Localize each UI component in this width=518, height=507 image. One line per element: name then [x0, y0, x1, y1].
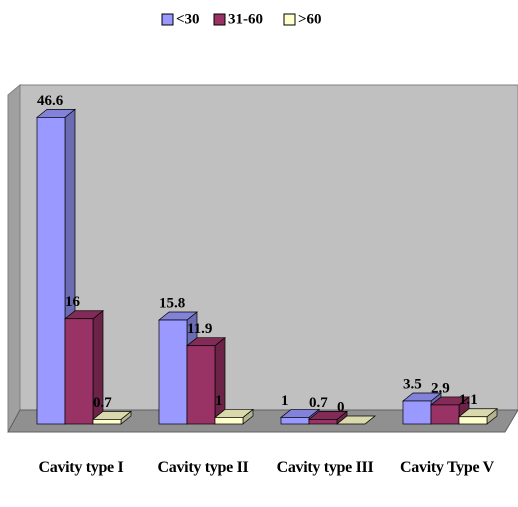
- bar-front: [92, 419, 122, 425]
- bar-front: [36, 117, 66, 425]
- bar: [336, 415, 376, 425]
- value-label: 0.7: [309, 395, 328, 411]
- x-tick-label: Cavity Type V: [400, 459, 494, 476]
- value-label: 0: [337, 399, 345, 415]
- value-label: 3.5: [403, 376, 422, 392]
- bar-top: [336, 415, 376, 425]
- bar: [458, 408, 498, 425]
- legend-swatch: [161, 13, 174, 26]
- legend-label: >60: [298, 11, 322, 27]
- x-tick-label: Cavity type I: [38, 459, 124, 476]
- value-label: 15.8: [159, 295, 185, 311]
- floor: [7, 409, 518, 433]
- bar-front: [308, 419, 338, 425]
- bar-front: [458, 416, 488, 425]
- value-label: 46.6: [37, 93, 64, 109]
- value-label: 2.9: [431, 380, 450, 396]
- value-label: 1: [281, 393, 289, 409]
- bar: [186, 336, 226, 425]
- bar-front: [186, 345, 216, 425]
- value-label: 11.9: [187, 321, 212, 337]
- bar-front: [214, 417, 244, 425]
- bar-front: [64, 318, 94, 425]
- value-label: 16: [65, 294, 81, 310]
- value-label: 0.7: [93, 395, 112, 411]
- legend-label: 31-60: [228, 11, 263, 27]
- bar-front: [158, 319, 188, 425]
- x-tick-label: Cavity type III: [276, 459, 374, 476]
- bar: [92, 410, 132, 425]
- bar: [214, 408, 254, 425]
- legend-label: <30: [176, 11, 200, 27]
- bar: [158, 311, 198, 425]
- bar-front: [430, 404, 460, 425]
- side-wall: [7, 83, 21, 433]
- value-label: 1.1: [459, 392, 478, 408]
- bar-front: [280, 417, 310, 425]
- bar: [308, 410, 348, 425]
- value-label: 1: [215, 393, 223, 409]
- bar-front: [402, 400, 432, 425]
- legend-swatch: [213, 13, 226, 26]
- bar: [64, 309, 104, 425]
- legend-swatch: [283, 13, 296, 26]
- x-tick-label: Cavity type II: [157, 459, 249, 476]
